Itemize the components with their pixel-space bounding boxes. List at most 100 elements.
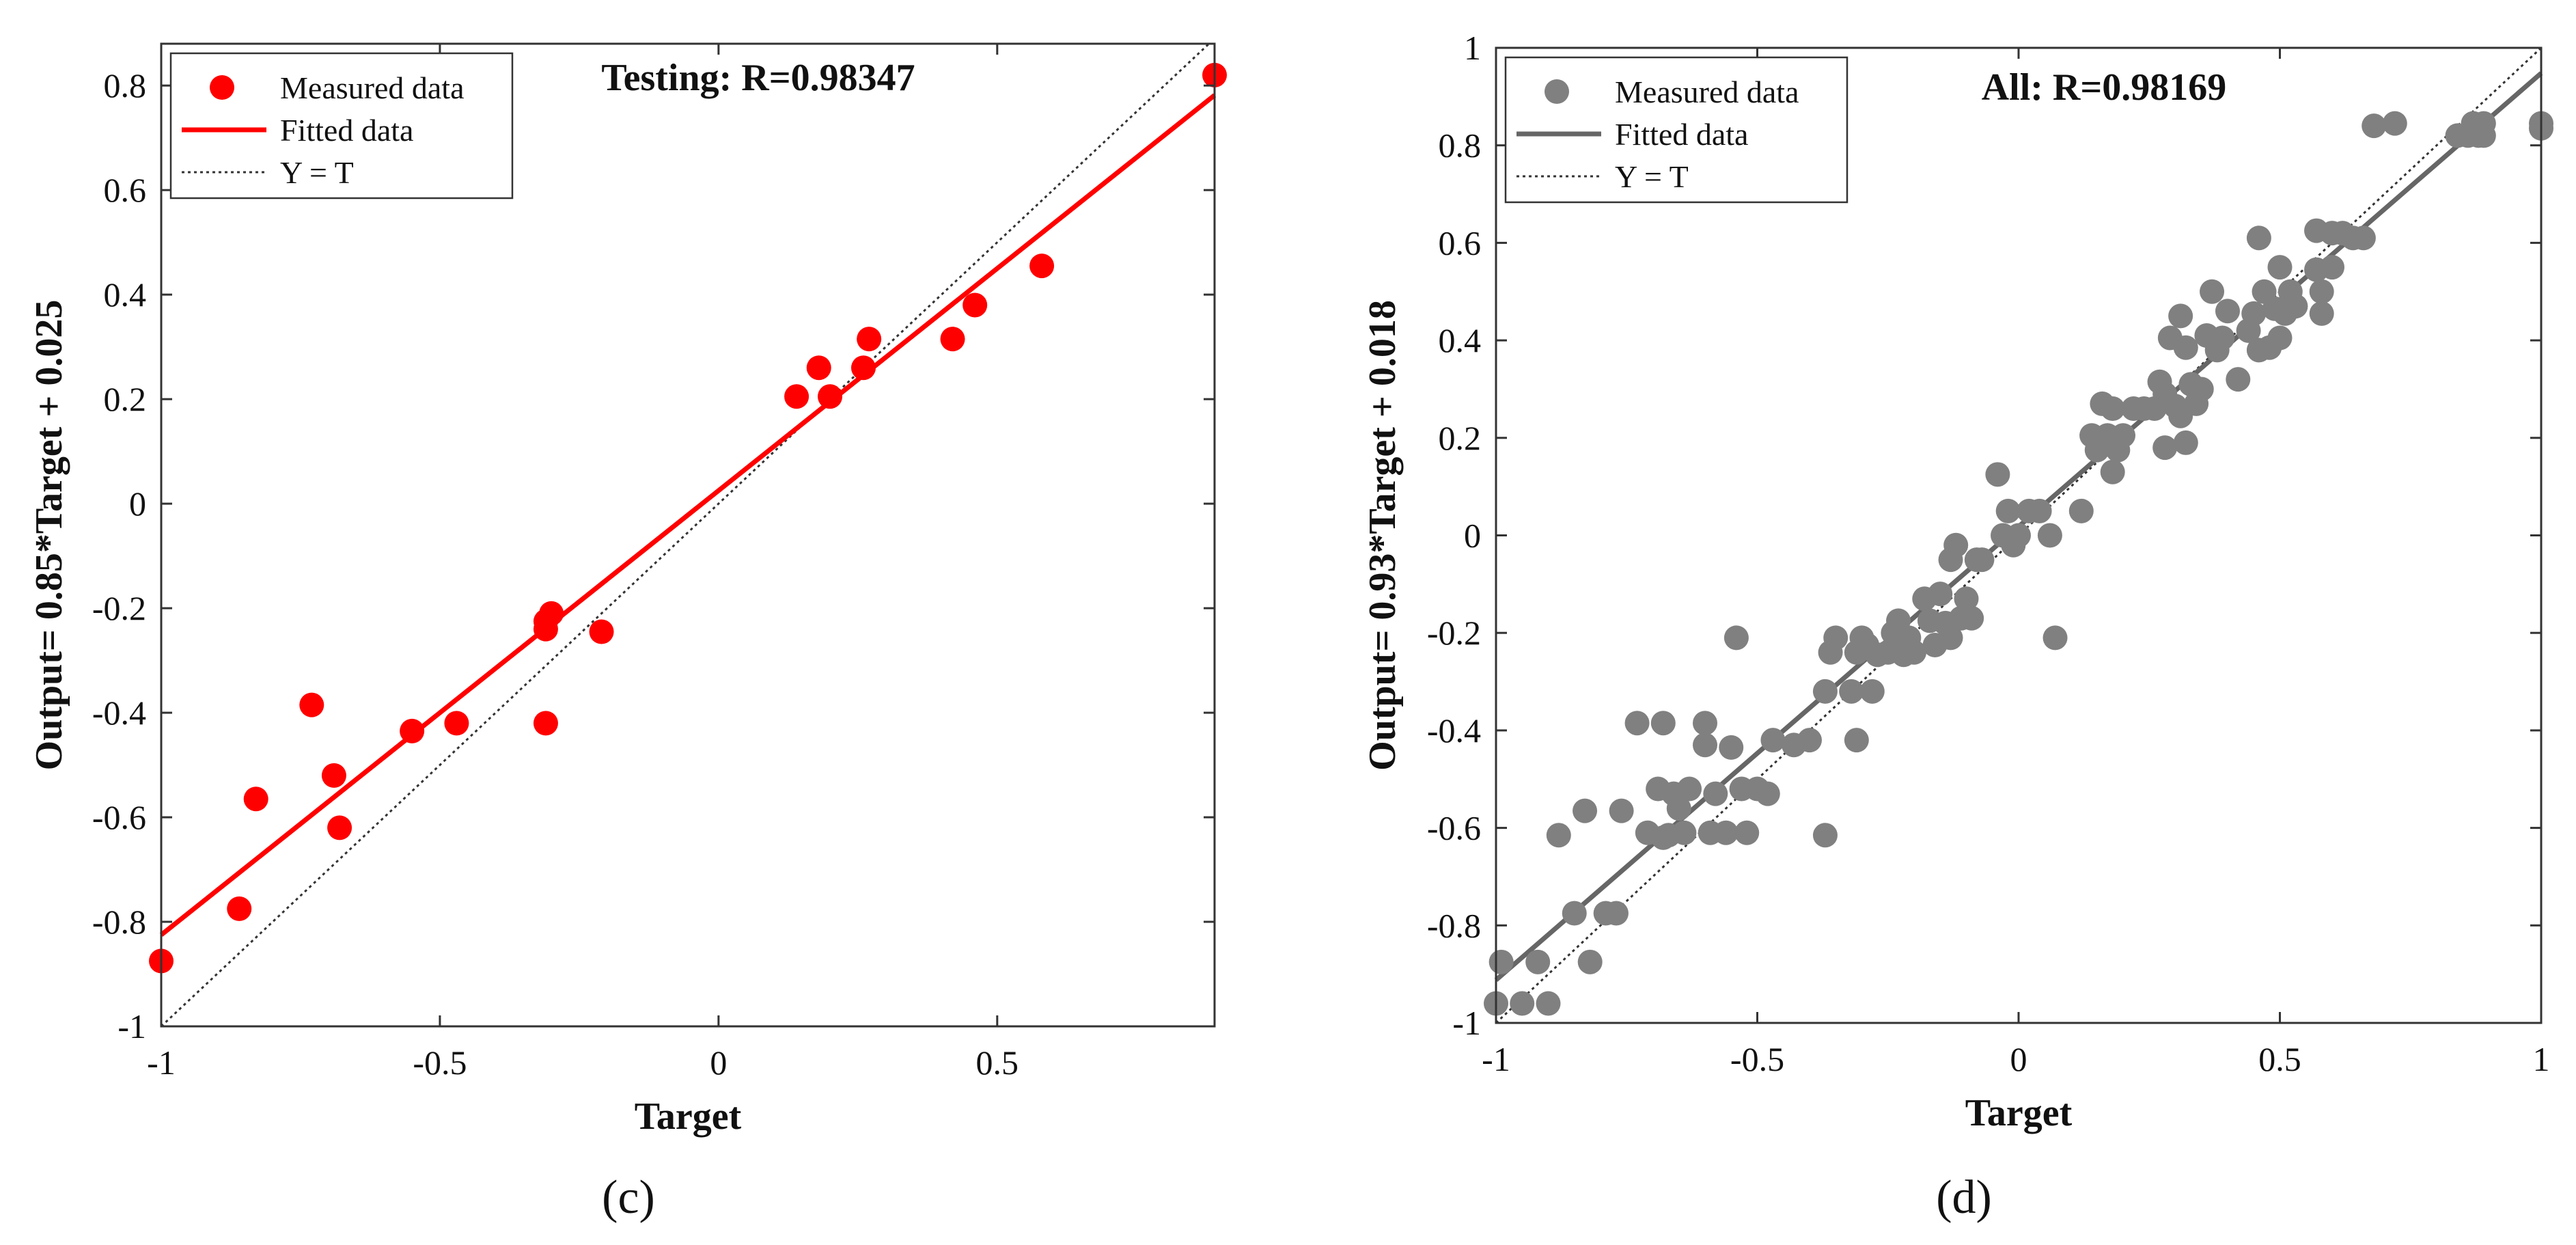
chart-d-data-point — [2100, 396, 2125, 421]
chart-d-data-point — [2362, 113, 2387, 139]
chart-c-legend-identity: Y = T — [280, 155, 354, 190]
chart-c-data-point — [227, 896, 252, 921]
chart-d-y-tick-label: -0.2 — [1427, 614, 1481, 652]
chart-d-data-point — [2246, 225, 2271, 251]
chart-c-x-tick-label: 0.5 — [976, 1043, 1019, 1082]
chart-c-data-point — [962, 292, 988, 318]
chart-d-data-point — [2226, 367, 2251, 392]
chart-d-x-tick-label: -1 — [1482, 1040, 1510, 1078]
chart-c-data-point — [857, 327, 882, 352]
chart-c-data-point — [851, 355, 876, 381]
chart-d-data-point — [1985, 462, 2010, 487]
chart-d-ticks: -1 -0.5 0 0.5 1 -1 -0.8 -0.6 -0.4 -0.2 0 0.2 0.4 0.6 0… — [1427, 29, 2550, 1078]
chart-d-panel-label: (d) — [1936, 1171, 1992, 1224]
chart-c-fitted-line — [159, 93, 1217, 937]
chart-c-panel-label: (c) — [602, 1171, 655, 1224]
chart-d-data-point — [1666, 796, 1691, 821]
chart-d-x-axis-label: Target — [1965, 1092, 2073, 1134]
chart-d-data-point — [1719, 735, 1744, 760]
chart-c-data-point — [539, 601, 564, 626]
chart-d-data-point — [1677, 776, 1702, 802]
chart-c-data-point — [243, 786, 268, 812]
chart-d-data-point — [1672, 820, 1697, 845]
chart-d-data-point — [1812, 823, 1838, 848]
chart-d-data-point — [2037, 523, 2062, 548]
chart-d-data-point — [2111, 423, 2135, 448]
chart-d-legend-marker-measured — [1545, 79, 1569, 104]
chart-d-data-point — [2215, 299, 2240, 324]
chart-c-legend-marker-measured — [210, 75, 234, 100]
chart-d-data-point — [2100, 459, 2125, 484]
chart-d-x-tick-label: 0 — [2010, 1040, 2027, 1078]
chart-panel-c: -1 -0.5 0 0.5 -1 -0.8 -0.6 -0.4 -0.2 0 0.2 0.4 0.6 0.… — [28, 42, 1227, 1224]
chart-d-data-point — [1959, 605, 1984, 631]
chart-d-data-point — [2309, 279, 2334, 304]
chart-c-data-point — [400, 718, 425, 743]
chart-d-data-point — [2471, 111, 2496, 136]
chart-d-data-point — [1943, 532, 1969, 558]
chart-d-y-tick-label: 0.8 — [1439, 126, 1482, 165]
chart-d-data-point — [1839, 679, 1864, 704]
chart-d-data-point — [2267, 325, 2293, 351]
chart-c-data-point — [1029, 254, 1055, 279]
chart-c-legend: Measured data Fitted data Y = T — [169, 52, 514, 200]
chart-d-data-point — [1488, 949, 1514, 974]
chart-c-ticks: -1 -0.5 0 0.5 -1 -0.8 -0.6 -0.4 -0.2 0 0.2 0.4 0.6 0.… — [92, 44, 1215, 1082]
chart-c-y-tick-label: 0.6 — [104, 171, 147, 209]
chart-d-data-point — [1928, 582, 1953, 607]
chart-d-data-point — [2042, 625, 2068, 651]
chart-d-data-point — [2210, 325, 2235, 351]
chart-d-data-point — [1969, 547, 1995, 573]
chart-d-data-point — [2027, 498, 2052, 523]
chart-d-data-point — [1797, 728, 1822, 753]
chart-panel-d: -1 -0.5 0 0.5 1 -1 -0.8 -0.6 -0.4 -0.2 0 0.2 0.4 0.6 0… — [1361, 29, 2553, 1224]
chart-c-y-tick-label: -1 — [117, 1007, 146, 1045]
chart-c-data-point — [940, 327, 965, 352]
chart-d-data-point — [1573, 798, 1598, 823]
chart-d-data-point — [1902, 640, 1926, 665]
chart-d-data-point — [1995, 498, 2021, 523]
chart-d-data-point — [2006, 523, 2031, 548]
chart-d-legend-identity: Y = T — [1615, 159, 1689, 194]
chart-d-data-point — [1812, 679, 1838, 704]
chart-d-data-point — [1609, 798, 1634, 823]
chart-d-y-axis-label: Output= 0.93*Target + 0.018 — [1361, 300, 1404, 771]
chart-d-data-point — [1650, 711, 1676, 736]
chart-d-data-point — [2173, 430, 2198, 455]
chart-c-y-tick-label: 0.2 — [104, 380, 147, 418]
chart-d-y-tick-label: -1 — [1452, 1004, 1481, 1042]
chart-c-data-point — [299, 692, 324, 717]
chart-d-data-point — [1954, 586, 1979, 612]
chart-d-data-point — [1536, 991, 1561, 1016]
chart-c-y-tick-label: -0.6 — [92, 798, 146, 836]
chart-c-data-point — [327, 815, 352, 840]
chart-d-data-point — [1577, 949, 1603, 974]
chart-d-legend-fitted: Fitted data — [1615, 117, 1748, 152]
chart-d-data-point — [1624, 711, 1650, 736]
chart-d-data-point — [2173, 335, 2198, 360]
chart-c-legend-measured: Measured data — [280, 70, 465, 105]
chart-c-y-tick-label: 0 — [129, 484, 146, 523]
chart-d-marks — [1484, 46, 2553, 1024]
chart-c-data-point — [784, 384, 809, 409]
chart-d-data-point — [1562, 901, 1587, 926]
chart-c-data-point — [444, 711, 469, 736]
chart-c-data-point — [533, 711, 558, 736]
chart-d-data-point — [2068, 498, 2094, 523]
chart-c-x-tick-label: -1 — [147, 1043, 176, 1082]
chart-d-data-point — [1546, 823, 1571, 848]
chart-c-y-axis-label: Output= 0.85*Target + 0.025 — [28, 300, 70, 771]
chart-d-y-tick-label: 0 — [1464, 517, 1481, 555]
chart-c-x-tick-label: 0 — [710, 1043, 727, 1082]
chart-c-x-tick-label: -0.5 — [413, 1043, 467, 1082]
chart-d-data-point — [1760, 728, 1786, 753]
chart-d-y-tick-label: -0.8 — [1427, 906, 1481, 944]
chart-c-legend-fitted: Fitted data — [280, 113, 413, 148]
chart-d-data-point — [1859, 679, 1885, 704]
chart-d-legend: Measured data Fitted data Y = T — [1504, 56, 1848, 204]
chart-c-data-point — [806, 355, 831, 381]
chart-d-data-point — [1938, 625, 1963, 651]
chart-c-title: Testing: R=0.98347 — [601, 57, 915, 99]
chart-d-legend-measured: Measured data — [1615, 74, 1799, 109]
